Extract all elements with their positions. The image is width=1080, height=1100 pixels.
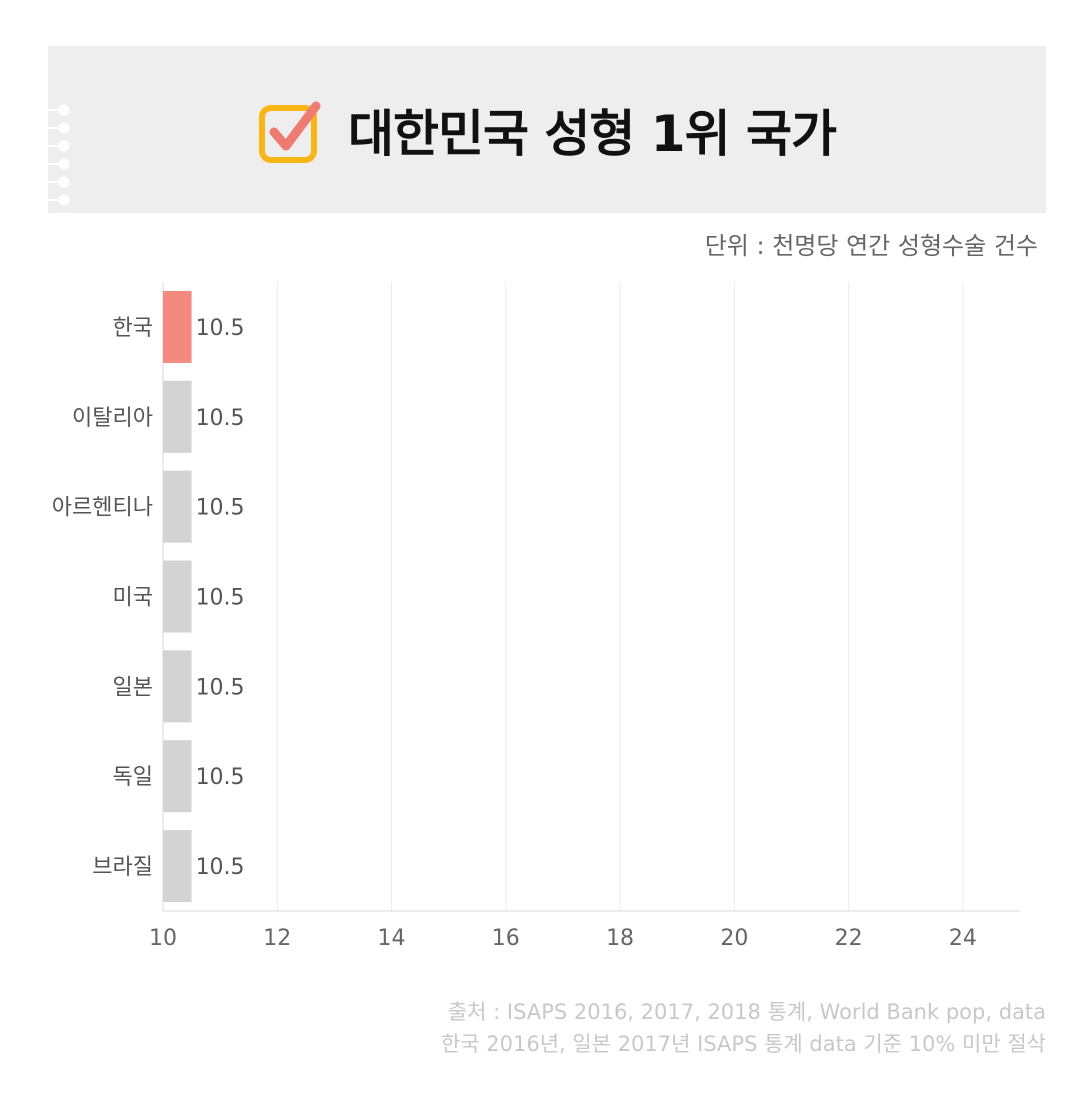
- bar: [163, 470, 192, 543]
- source-line-2: 한국 2016년, 일본 2017년 ISAPS 통계 data 기준 10% …: [440, 1032, 1046, 1056]
- bar: [163, 290, 192, 363]
- x-tick-label: 18: [606, 926, 634, 951]
- x-tick-label: 16: [492, 926, 520, 951]
- x-tick-label: 10: [149, 926, 177, 951]
- value-label: 10.5: [196, 316, 245, 341]
- title-panel: 대한민국 성형 1위 국가: [48, 46, 1046, 242]
- x-tick-label: 14: [378, 926, 406, 951]
- x-tick-label: 24: [949, 926, 977, 951]
- category-label: 독일: [113, 765, 153, 790]
- category-label: 한국: [113, 316, 153, 341]
- value-label: 10.5: [196, 675, 245, 700]
- x-tick-label: 12: [263, 926, 291, 951]
- source-line-1: 출처 : ISAPS 2016, 2017, 2018 통계, World Ba…: [447, 1000, 1046, 1024]
- value-label: 10.5: [196, 765, 245, 790]
- category-label: 일본: [113, 675, 153, 700]
- notebook-binding-decoration: [48, 98, 78, 258]
- category-label: 미국: [113, 586, 153, 611]
- category-label: 아르헨티나: [52, 496, 153, 521]
- value-label: 10.5: [196, 496, 245, 521]
- category-label: 브라질: [92, 855, 153, 880]
- source-note: 출처 : ISAPS 2016, 2017, 2018 통계, World Ba…: [441, 996, 1046, 1060]
- unit-label: 단위 : 천명당 연간 성형수술 건수: [704, 232, 1038, 260]
- value-label: 10.5: [196, 855, 245, 880]
- value-label: 10.5: [196, 586, 245, 611]
- checkbox-checked-icon: [258, 101, 321, 163]
- binding-rings-icon: [48, 104, 70, 242]
- bar-chart: 10 12 14 16 18 20 22 24 한국 10.5 이탈리아 10.5 아르헨티나 10.5 미…: [52, 282, 1020, 951]
- bar: [163, 830, 192, 903]
- x-tick-label: 22: [835, 926, 863, 951]
- value-label: 10.5: [196, 406, 245, 431]
- bar: [163, 650, 192, 723]
- bar: [163, 740, 192, 813]
- bar: [163, 380, 192, 453]
- x-tick-label: 20: [720, 926, 748, 951]
- category-label: 이탈리아: [72, 406, 153, 431]
- bar: [163, 560, 192, 633]
- page-title: 대한민국 성형 1위 국가: [347, 104, 837, 163]
